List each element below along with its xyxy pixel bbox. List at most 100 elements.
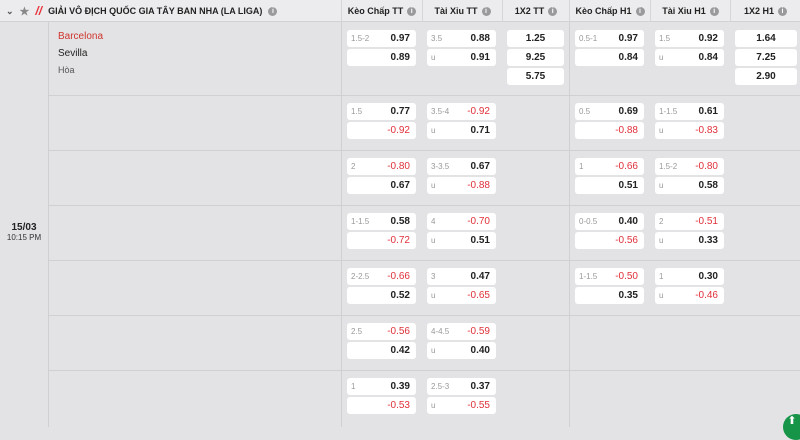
odds-cell[interactable]: 0.67 (347, 177, 416, 194)
odds-cell[interactable]: 3.5-4 -0.92 (427, 103, 496, 120)
odds-cell[interactable]: 1.5 0.77 (347, 103, 416, 120)
odds-cell[interactable]: u 0.84 (655, 49, 724, 66)
odds-cell[interactable]: 0-0.5 0.40 (575, 213, 644, 230)
odds-line: u (659, 53, 664, 62)
odds-cell[interactable]: 0.42 (347, 342, 416, 359)
odds-value: -0.65 (467, 290, 490, 301)
chevron-down-icon[interactable]: ⌄ (6, 5, 14, 16)
info-icon[interactable]: i (481, 6, 491, 16)
odds-value: -0.59 (467, 326, 490, 337)
odds-cell[interactable]: 1 -0.66 (575, 158, 644, 175)
odds-value: -0.72 (387, 235, 410, 246)
odds-cell[interactable]: 4-4.5 -0.59 (427, 323, 496, 340)
odds-line: 4 (431, 217, 436, 226)
odds-line: 2 (659, 217, 664, 226)
odds-cell[interactable]: 1.5-2 -0.80 (655, 158, 724, 175)
odds-value: -0.92 (387, 125, 410, 136)
odds-cell[interactable]: -0.53 (347, 397, 416, 414)
odds-cell[interactable]: 9.25 (507, 49, 564, 66)
odds-value: -0.88 (615, 125, 638, 136)
odds-value: 0.39 (390, 381, 410, 392)
odds-cell[interactable]: -0.72 (347, 232, 416, 249)
odds-line: u (431, 401, 436, 410)
odds-cell[interactable]: 3 0.47 (427, 268, 496, 285)
odds-value: 0.33 (698, 235, 718, 246)
odds-cell[interactable]: u -0.65 (427, 287, 496, 304)
odds-cell[interactable]: 0.35 (575, 287, 644, 304)
odds-cell[interactable]: u 0.71 (427, 122, 496, 139)
away-team: Sevilla (58, 48, 88, 59)
info-icon[interactable]: i (778, 6, 788, 16)
odds-cell[interactable]: u 0.58 (655, 177, 724, 194)
info-icon[interactable]: i (407, 6, 417, 16)
odds-line: 1 (351, 382, 356, 391)
odds-value: 0.51 (470, 235, 490, 246)
odds-cell[interactable]: u 0.91 (427, 49, 496, 66)
league-title-bar[interactable]: ⌄ ★ // GIẢI VÔ ĐỊCH QUỐC GIA TÂY BAN NHA… (6, 0, 278, 22)
odds-cell[interactable]: 1.25 (507, 30, 564, 47)
odds-cell[interactable]: u 0.51 (427, 232, 496, 249)
odds-cell[interactable]: u 0.33 (655, 232, 724, 249)
odds-cell[interactable]: 1-1.5 0.61 (655, 103, 724, 120)
odds-value: -0.51 (695, 216, 718, 227)
odds-value: 0.92 (698, 33, 718, 44)
odds-cell[interactable]: 2.5-3 0.37 (427, 378, 496, 395)
odds-cell[interactable]: 0.51 (575, 177, 644, 194)
odds-cell[interactable]: 2.5 -0.56 (347, 323, 416, 340)
odds-cell[interactable]: 0.89 (347, 49, 416, 66)
odds-cell[interactable]: 2-2.5 -0.66 (347, 268, 416, 285)
odds-value: 0.37 (470, 381, 490, 392)
star-icon[interactable]: ★ (19, 5, 30, 18)
odds-cell[interactable]: 0.52 (347, 287, 416, 304)
odds-cell[interactable]: 1 0.30 (655, 268, 724, 285)
odds-cell[interactable]: 3.5 0.88 (427, 30, 496, 47)
scroll-top-button[interactable]: ⬆ (783, 414, 800, 440)
column-header: 1X2 TT i (502, 0, 569, 22)
odds-value: -0.66 (387, 271, 410, 282)
odds-cell[interactable]: u -0.88 (427, 177, 496, 194)
odds-line: 0.5 (579, 107, 591, 116)
odds-value: 0.40 (470, 345, 490, 356)
odds-line: 1.5-2 (659, 162, 678, 171)
odds-cell[interactable]: 0.5-1 0.97 (575, 30, 644, 47)
odds-cell[interactable]: 1 0.39 (347, 378, 416, 395)
column-label: Tài Xỉu TT (434, 6, 478, 16)
odds-cell[interactable]: 3-3.5 0.67 (427, 158, 496, 175)
odds-cell[interactable]: 1.64 (735, 30, 797, 47)
odds-cell[interactable]: 1.5-2 0.97 (347, 30, 416, 47)
odds-cell[interactable]: 4 -0.70 (427, 213, 496, 230)
odds-value: 0.61 (698, 106, 718, 117)
info-icon[interactable]: i (548, 6, 558, 16)
odds-line: u (431, 181, 436, 190)
odds-line: 2 (351, 162, 356, 171)
info-icon[interactable]: i (635, 6, 645, 16)
odds-cell[interactable]: u 0.40 (427, 342, 496, 359)
odds-value: 0.67 (390, 180, 410, 191)
odds-cell[interactable]: 5.75 (507, 68, 564, 85)
odds-value: -0.83 (695, 125, 718, 136)
odds-cell[interactable]: -0.88 (575, 122, 644, 139)
odds-line: 2.5-3 (431, 382, 450, 391)
odds-cell[interactable]: -0.92 (347, 122, 416, 139)
row-divider (48, 260, 800, 261)
odds-cell[interactable]: 2 -0.80 (347, 158, 416, 175)
odds-cell[interactable]: u -0.55 (427, 397, 496, 414)
info-icon[interactable]: i (268, 6, 278, 16)
odds-cell[interactable]: 2 -0.51 (655, 213, 724, 230)
odds-value: 0.52 (390, 290, 410, 301)
info-icon[interactable]: i (709, 6, 719, 16)
odds-line: 1 (579, 162, 584, 171)
odds-cell[interactable]: u -0.83 (655, 122, 724, 139)
odds-cell[interactable]: 1-1.5 -0.50 (575, 268, 644, 285)
odds-cell[interactable]: 2.90 (735, 68, 797, 85)
odds-cell[interactable]: u -0.46 (655, 287, 724, 304)
odds-value: -0.70 (467, 216, 490, 227)
odds-cell[interactable]: 0.5 0.69 (575, 103, 644, 120)
odds-cell[interactable]: 1-1.5 0.58 (347, 213, 416, 230)
odds-cell[interactable]: 0.84 (575, 49, 644, 66)
odds-cell[interactable]: -0.56 (575, 232, 644, 249)
odds-cell[interactable]: 7.25 (735, 49, 797, 66)
odds-line: 3-3.5 (431, 162, 450, 171)
odds-cell[interactable]: 1.5 0.92 (655, 30, 724, 47)
match-teams[interactable]: Barcelona Sevilla Hòa (58, 28, 103, 79)
